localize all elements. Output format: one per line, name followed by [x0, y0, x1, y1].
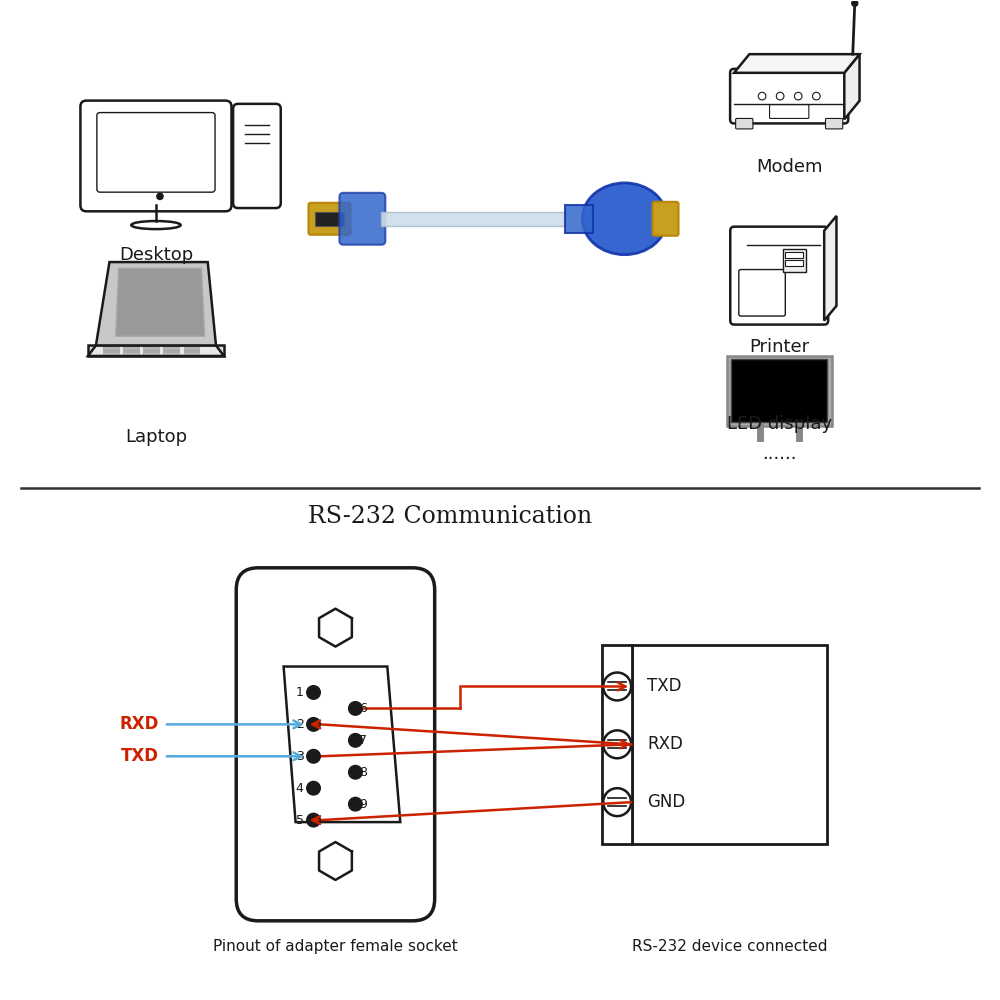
Bar	[731, 359, 827, 422]
Ellipse shape	[131, 221, 181, 229]
Text: RS-232 Communication: RS-232 Communication	[308, 505, 592, 528]
Bar	[143, 352, 159, 354]
Bar	[315, 212, 344, 226]
FancyBboxPatch shape	[653, 202, 679, 236]
Polygon shape	[381, 212, 565, 226]
Bar	[727, 356, 832, 426]
Circle shape	[603, 730, 631, 758]
Text: Laptop: Laptop	[125, 428, 187, 446]
Circle shape	[794, 92, 802, 100]
Text: RXD: RXD	[647, 735, 683, 753]
Circle shape	[758, 92, 766, 100]
FancyBboxPatch shape	[80, 101, 231, 211]
Circle shape	[307, 686, 320, 699]
Circle shape	[307, 750, 320, 763]
Bar	[88, 345, 224, 356]
FancyBboxPatch shape	[825, 118, 843, 129]
FancyBboxPatch shape	[309, 203, 350, 235]
Polygon shape	[844, 54, 860, 119]
Bar	[602, 645, 632, 844]
Bar	[163, 350, 179, 351]
Text: 4: 4	[296, 782, 304, 795]
Polygon shape	[734, 54, 860, 73]
Text: RXD: RXD	[120, 715, 159, 733]
Text: LED display: LED display	[727, 415, 832, 433]
Bar	[123, 350, 139, 351]
Bar	[565, 205, 593, 233]
Bar	[785, 260, 803, 266]
Circle shape	[307, 781, 320, 795]
Circle shape	[603, 673, 631, 700]
Polygon shape	[88, 345, 224, 356]
Polygon shape	[116, 268, 205, 336]
Bar	[103, 352, 119, 354]
Circle shape	[603, 788, 631, 816]
FancyBboxPatch shape	[233, 104, 281, 208]
Text: TXD: TXD	[647, 677, 682, 695]
Text: Modem: Modem	[756, 158, 822, 176]
Circle shape	[157, 193, 163, 199]
Bar	[103, 347, 119, 349]
Text: ......: ......	[762, 445, 796, 463]
Bar	[143, 347, 159, 349]
FancyBboxPatch shape	[739, 270, 785, 316]
Text: 7: 7	[359, 734, 367, 747]
Circle shape	[776, 92, 784, 100]
Bar	[632, 645, 827, 844]
FancyBboxPatch shape	[770, 105, 809, 118]
Bar	[123, 347, 139, 349]
Text: 3: 3	[296, 750, 304, 763]
Circle shape	[349, 765, 362, 779]
FancyBboxPatch shape	[736, 118, 753, 129]
FancyBboxPatch shape	[730, 227, 828, 325]
Bar	[184, 350, 199, 351]
Circle shape	[349, 797, 362, 811]
Polygon shape	[284, 667, 400, 822]
Polygon shape	[824, 216, 836, 321]
Bar	[143, 350, 159, 351]
Text: 8: 8	[359, 766, 367, 779]
Bar	[123, 352, 139, 354]
Circle shape	[349, 734, 362, 747]
Circle shape	[307, 718, 320, 731]
Bar	[184, 347, 199, 349]
Ellipse shape	[582, 183, 667, 255]
Circle shape	[307, 813, 320, 827]
Text: TXD: TXD	[121, 747, 159, 765]
Circle shape	[852, 0, 858, 6]
FancyBboxPatch shape	[97, 113, 215, 192]
Bar	[103, 350, 119, 351]
FancyBboxPatch shape	[236, 568, 435, 921]
Text: 9: 9	[359, 798, 367, 811]
Bar	[783, 249, 806, 272]
FancyBboxPatch shape	[730, 69, 848, 123]
FancyBboxPatch shape	[339, 193, 385, 245]
Text: 5: 5	[296, 814, 304, 827]
Text: Desktop: Desktop	[119, 246, 193, 264]
Bar	[785, 252, 803, 258]
Circle shape	[349, 702, 362, 715]
Bar	[163, 347, 179, 349]
Text: 2: 2	[296, 718, 304, 731]
Text: 1: 1	[296, 686, 304, 699]
Bar	[163, 352, 179, 354]
Bar	[184, 352, 199, 354]
Text: GND: GND	[647, 793, 685, 811]
Polygon shape	[96, 262, 216, 345]
Text: 6: 6	[359, 702, 367, 715]
Text: Pinout of adapter female socket: Pinout of adapter female socket	[213, 939, 458, 954]
Text: Printer: Printer	[749, 338, 809, 356]
Circle shape	[813, 92, 820, 100]
Text: RS-232 device connected: RS-232 device connected	[632, 939, 827, 954]
